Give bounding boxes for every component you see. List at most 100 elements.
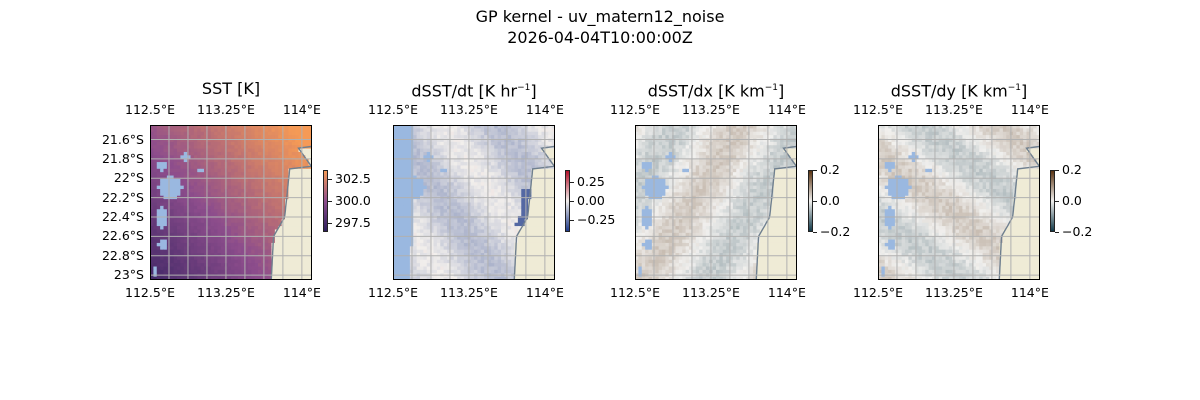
heatmap-cell	[447, 192, 451, 197]
heatmap-cell	[197, 172, 202, 176]
heatmap-cell	[298, 242, 303, 247]
heatmap-cell	[264, 192, 269, 197]
heatmap-cell	[237, 151, 242, 156]
heatmap-cell	[430, 256, 434, 261]
heatmap-cell	[433, 229, 438, 234]
heatmap-cell	[460, 131, 465, 136]
heatmap-cell	[217, 229, 222, 234]
heatmap-cell	[153, 212, 158, 217]
heatmap-cell	[699, 131, 703, 136]
heatmap-cell	[440, 222, 445, 227]
heatmap-cell	[766, 145, 771, 149]
heatmap-cell	[423, 205, 428, 210]
heatmap-cell	[220, 276, 225, 280]
heatmap-cell	[204, 172, 208, 176]
heatmap-cell	[712, 131, 717, 136]
heatmap-cell	[207, 162, 212, 166]
heatmap-cell	[786, 125, 791, 129]
heatmap-cell	[274, 135, 279, 139]
heatmap-cell	[538, 229, 542, 234]
heatmap-cell	[156, 266, 161, 271]
heatmap-cell	[426, 155, 431, 160]
heatmap-cell	[291, 151, 296, 156]
heatmap-cell	[548, 175, 553, 180]
heatmap-cell	[305, 178, 310, 183]
heatmap-cell	[756, 138, 761, 143]
heatmap-cell	[521, 246, 526, 251]
heatmap-cell	[291, 155, 296, 160]
heatmap-cell	[308, 158, 312, 163]
heatmap-cell	[210, 266, 215, 271]
heatmap-cell	[457, 276, 461, 280]
heatmap-cell	[484, 222, 488, 227]
heatmap-cell	[474, 232, 478, 237]
heatmap-cell	[426, 175, 431, 180]
heatmap-cell	[237, 128, 242, 133]
heatmap-cell	[399, 185, 404, 190]
heatmap-cell	[301, 259, 306, 264]
heatmap-cell	[457, 199, 461, 203]
heatmap-cell	[150, 128, 154, 133]
heatmap-cell	[241, 185, 245, 190]
heatmap-cell	[447, 135, 451, 139]
heatmap-cell	[187, 236, 191, 240]
heatmap-cell	[156, 209, 161, 214]
heatmap-cell	[477, 222, 482, 227]
heatmap-cell	[416, 162, 421, 166]
heatmap-cell	[173, 162, 178, 166]
heatmap-cell	[420, 202, 424, 207]
heatmap-cell	[396, 185, 401, 190]
heatmap-cell	[521, 189, 526, 193]
heatmap-cell	[244, 135, 249, 139]
heatmap-cell	[210, 236, 215, 240]
heatmap-cell	[278, 148, 283, 153]
heatmap-cell	[271, 178, 276, 183]
heatmap-cell	[682, 151, 687, 156]
heatmap-cell	[295, 131, 299, 136]
heatmap-cell	[494, 185, 499, 190]
heatmap-cell	[447, 199, 451, 203]
heatmap-cell	[247, 242, 252, 247]
heatmap-cell	[241, 151, 245, 156]
heatmap-cell	[534, 205, 539, 210]
heatmap-cell	[504, 256, 509, 261]
heatmap-cell	[443, 158, 448, 163]
heatmap-cell	[739, 151, 744, 156]
heatmap-cell	[501, 192, 505, 197]
heatmap-cell	[271, 226, 276, 230]
heatmap-cell	[193, 209, 198, 214]
heatmap-cell	[244, 219, 249, 224]
heatmap-cell	[463, 263, 468, 267]
heatmap-cell	[528, 138, 532, 143]
heatmap-cell	[780, 131, 784, 136]
heatmap-cell	[281, 162, 286, 166]
heatmap-cell	[153, 162, 158, 166]
heatmap-cell	[497, 215, 502, 220]
heatmap-cell	[237, 253, 242, 257]
heatmap-cell	[702, 145, 707, 149]
heatmap-cell	[538, 125, 542, 129]
heatmap-cell	[193, 276, 198, 280]
heatmap-cell	[295, 212, 299, 217]
heatmap-cell	[298, 141, 303, 146]
heatmap-cell	[244, 269, 249, 274]
heatmap-cell	[204, 212, 208, 217]
heatmap-cell	[251, 131, 256, 136]
heatmap-cell	[786, 128, 791, 133]
heatmap-cell	[460, 148, 465, 153]
heatmap-cell	[406, 151, 411, 156]
heatmap-cell	[440, 182, 445, 187]
heatmap-cell	[177, 125, 181, 129]
heatmap-cell	[793, 135, 797, 139]
heatmap-cell	[274, 259, 279, 264]
heatmap-cell	[413, 145, 418, 149]
heatmap-cell	[423, 263, 428, 267]
heatmap-cell	[423, 128, 428, 133]
heatmap-cell	[177, 138, 181, 143]
heatmap-cell	[494, 229, 499, 234]
heatmap-cell	[426, 205, 431, 210]
heatmap-cell	[268, 185, 272, 190]
heatmap-cell	[548, 192, 553, 197]
heatmap-cell	[413, 212, 418, 217]
heatmap-cell	[231, 242, 235, 247]
